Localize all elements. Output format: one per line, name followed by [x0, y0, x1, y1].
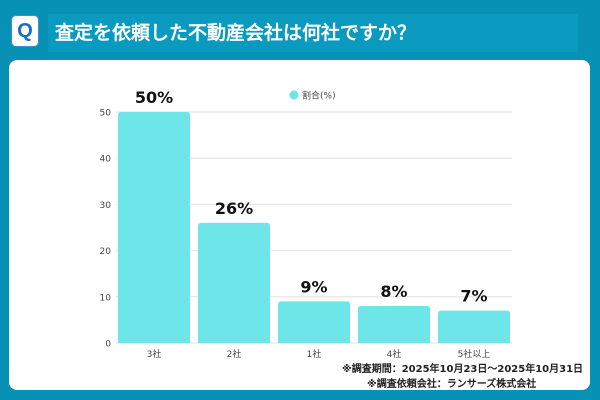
- survey-period-note: ※調査期間：2025年10月23日～2025年10月31日: [342, 364, 584, 375]
- bar: [198, 222, 270, 343]
- x-tick-label: 5社以上: [458, 348, 491, 360]
- q-icon: Q: [12, 16, 38, 46]
- page-title: 査定を依頼した不動産会社は何社ですか？: [55, 22, 417, 44]
- legend-label: 割合(%): [302, 90, 336, 102]
- y-tick-label: 20: [100, 247, 112, 257]
- header-bar: [48, 14, 578, 52]
- y-tick-label: 50: [100, 109, 112, 119]
- data-label: 50%: [135, 88, 173, 107]
- y-tick-label: 30: [100, 201, 112, 211]
- bar: [278, 301, 350, 343]
- bar: [438, 310, 510, 343]
- y-tick-label: 10: [100, 293, 112, 303]
- survey-company-note: ※調査依頼会社：ランサーズ株式会社: [367, 379, 537, 390]
- bar: [358, 306, 430, 343]
- x-tick-label: 1社: [307, 348, 322, 360]
- data-label: 7%: [460, 287, 487, 306]
- data-label: 8%: [380, 282, 407, 301]
- y-tick-label: 40: [100, 155, 112, 165]
- x-tick-label: 3社: [147, 348, 162, 360]
- data-label: 9%: [300, 277, 327, 296]
- data-label: 26%: [215, 199, 253, 218]
- legend-marker: [289, 90, 299, 100]
- bar: [118, 112, 190, 343]
- x-tick-label: 4社: [387, 348, 402, 360]
- x-tick-label: 2社: [227, 348, 242, 360]
- y-tick-label: 0: [105, 340, 111, 350]
